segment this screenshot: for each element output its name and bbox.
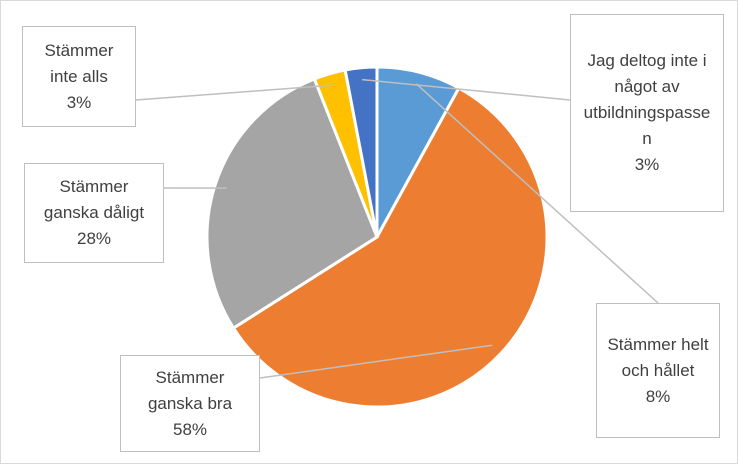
leader-line: [259, 344, 493, 379]
label-name: Stämmer inte alls: [44, 40, 114, 86]
label-name: Jag deltog inte i något av utbildningspa…: [583, 51, 711, 148]
pie-slice: [205, 76, 379, 331]
label-value: 3%: [66, 92, 92, 112]
data-label: Stämmer ganska bra 58%: [120, 355, 260, 452]
data-label: Jag deltog inte i något av utbildningspa…: [570, 14, 724, 212]
leader-line: [415, 83, 659, 304]
label-name: Stämmer helt och hållet: [607, 334, 709, 380]
label-name: Stämmer ganska dåligt: [43, 177, 145, 222]
label-value: 28%: [76, 229, 112, 248]
data-label: Stämmer ganska dåligt 28%: [24, 163, 164, 263]
pie-slice: [231, 85, 549, 409]
label-name: Stämmer ganska bra: [147, 367, 233, 413]
data-label: Stämmer inte alls 3%: [22, 26, 136, 127]
leader-line: [135, 84, 333, 101]
leader-line: [362, 78, 571, 101]
label-value: 58%: [172, 419, 208, 439]
label-value: 8%: [645, 386, 671, 406]
pie-slice: [343, 65, 379, 238]
label-value: 3%: [634, 155, 660, 174]
data-label: Stämmer helt och hållet 8%: [596, 303, 720, 438]
